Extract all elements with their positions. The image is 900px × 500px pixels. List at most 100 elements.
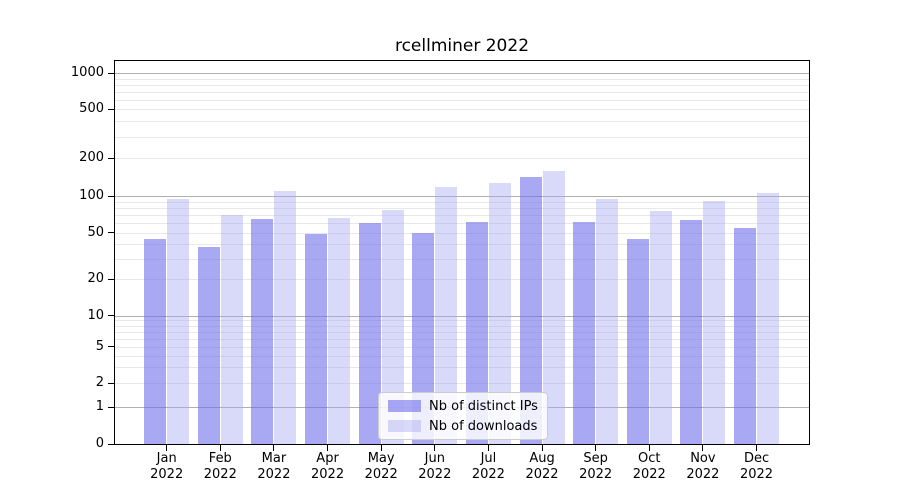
plot-area [114,60,810,445]
legend-swatch-downloads [388,420,421,432]
gridline-minor [114,214,810,216]
x-tick-mark [327,445,329,451]
gridline-minor [114,109,810,111]
x-tick-mark [219,445,221,451]
bar-ips-mar [251,218,274,445]
x-tick-label-year: 2022 [418,467,452,482]
bar-downloads-jun [435,187,458,445]
gridline-minor [114,99,810,101]
gridline-minor [114,355,810,357]
gridline-minor [114,223,810,225]
legend-label-distinct-ips: Nb of distinct IPs [429,398,538,414]
y-tick-mark [108,278,114,280]
gridline-minor [114,383,810,385]
x-tick-label-month: Nov [690,451,716,466]
gridline-minor [114,121,810,123]
x-tick-label-year: 2022 [632,467,666,482]
y-tick-mark [108,443,114,445]
bar-downloads-oct [649,210,672,445]
bar-ips-feb [197,246,220,445]
x-tick-label-month: Sep [583,451,608,466]
x-tick-label-year: 2022 [686,467,720,482]
legend: Nb of distinct IPs Nb of downloads [378,392,548,440]
x-tick-label-year: 2022 [525,467,559,482]
x-tick-label: Aug 2022 [510,451,574,483]
y-tick-label: 0 [95,436,104,452]
y-tick-label: 2 [95,375,104,391]
x-tick-mark [273,445,275,451]
x-tick-label-month: Jul [480,451,497,466]
x-tick-label: Nov 2022 [671,451,735,483]
bar-ips-apr [305,233,328,445]
bar-ips-oct [626,239,649,445]
legend-label-downloads: Nb of downloads [429,418,538,434]
gridline-minor [114,346,810,348]
y-tick-mark [108,195,114,197]
x-tick-mark [434,445,436,451]
bar-ips-jul [465,222,488,445]
x-tick-label: Mar 2022 [242,451,306,483]
x-tick-label: Apr 2022 [296,451,360,483]
x-tick-label-month: Feb [208,451,232,466]
y-tick-label: 5 [95,338,104,354]
y-tick-label: 100 [79,188,104,203]
bar-ips-jan [144,239,167,445]
y-tick-mark [108,406,114,408]
x-tick-label-month: Apr [316,451,339,466]
gridline-minor [114,338,810,340]
x-tick-label-month: Oct [638,451,661,466]
bars [114,60,810,445]
x-tick-label-year: 2022 [364,467,398,482]
x-tick-label: Jul 2022 [456,451,520,483]
y-tick-mark [108,382,114,384]
bar-downloads-jan [167,199,190,445]
y-tick-mark [108,157,114,159]
gridline-minor [114,78,810,80]
x-tick-label: May 2022 [349,451,413,483]
bar-ips-may [358,223,381,445]
y-tick-mark [108,232,114,234]
bar-downloads-nov [703,201,726,445]
x-tick-label: Dec 2022 [725,451,789,483]
y-tick-mark [108,346,114,348]
bar-downloads-mar [274,190,297,445]
gridline-minor [114,367,810,369]
x-tick-label-month: May [367,451,395,466]
gridline-minor [114,201,810,203]
x-tick-label-year: 2022 [257,467,291,482]
x-tick-label: Oct 2022 [617,451,681,483]
x-tick-label-year: 2022 [311,467,345,482]
legend-swatch-distinct-ips [388,400,421,412]
gridline-minor [114,325,810,327]
bar-downloads-feb [220,214,243,445]
bar-downloads-sep [596,198,619,445]
x-tick-label: Sep 2022 [564,451,628,483]
x-tick-mark [166,445,168,451]
x-tick-label-month: Mar [261,451,287,466]
gridline-major [114,196,810,197]
x-tick-label-year: 2022 [739,467,774,482]
bar-downloads-aug [542,171,565,445]
gridline-major [114,73,810,75]
y-tick-mark [108,108,114,110]
legend-item-distinct-ips: Nb of distinct IPs [388,396,538,416]
x-tick-mark [648,445,650,451]
bar-downloads-dec [757,192,780,445]
y-tick-label: 50 [87,224,104,240]
x-tick-label-month: Jun [424,451,445,466]
x-tick-label-year: 2022 [150,467,184,482]
x-tick-label-year: 2022 [579,467,613,482]
x-tick-label-month: Aug [529,451,555,466]
x-tick-label-month: Dec [743,451,770,466]
bar-ips-sep [573,222,596,445]
bar-ips-aug [519,176,542,445]
x-tick-label: Feb 2022 [188,451,252,483]
gridline-major [114,315,810,317]
legend-item-downloads: Nb of downloads [388,416,538,436]
gridline-minor [114,84,810,86]
gridline-minor [114,91,810,93]
gridline-minor [114,158,810,160]
bar-downloads-apr [328,218,351,445]
bar-ips-jun [412,232,435,445]
